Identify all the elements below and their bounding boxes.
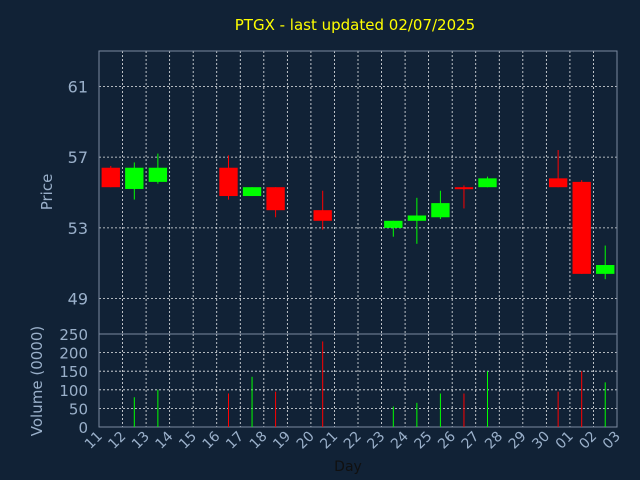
candlestick-series <box>101 150 615 280</box>
candle-body <box>242 187 262 197</box>
x-tick-label: 02 <box>576 429 600 453</box>
x-tick-label: 15 <box>176 429 200 453</box>
x-tick-label: 23 <box>364 429 388 453</box>
x-tick-label: 24 <box>388 428 412 452</box>
volume-tick-label: 50 <box>69 400 88 418</box>
volume-series <box>133 341 606 427</box>
candle-body <box>572 181 591 274</box>
volume-tick-label: 250 <box>59 326 88 344</box>
x-tick-label: 16 <box>200 428 224 452</box>
price-tick-label: 53 <box>68 219 88 238</box>
x-tick-label: 20 <box>294 429 318 453</box>
candle-body <box>478 178 497 188</box>
x-tick-label: 30 <box>529 429 553 453</box>
x-tick-label: 29 <box>506 429 530 453</box>
x-tick-label: 25 <box>412 429 436 453</box>
volume-grid <box>98 334 618 427</box>
candle-body <box>313 210 332 221</box>
candle-body <box>101 167 120 188</box>
candle-body <box>431 203 450 218</box>
x-tick-label: 22 <box>341 429 365 453</box>
price-grid <box>98 51 618 334</box>
x-tick-label: 03 <box>600 429 624 453</box>
x-tick-labels: 11 12 13 14 15 16 17 18 19 20 21 22 23 24 25 26 27 28 29 30… <box>82 428 624 452</box>
candle-body <box>125 167 144 189</box>
price-axis-label: Price <box>38 174 56 211</box>
candle-body <box>548 178 568 188</box>
x-tick-label: 21 <box>317 429 341 453</box>
candle-body <box>219 167 238 197</box>
price-tick-label: 61 <box>68 77 88 96</box>
x-tick-label: 26 <box>435 428 459 452</box>
volume-tick-label: 150 <box>59 363 88 381</box>
x-tick-label: 28 <box>482 429 506 453</box>
chart-title: PTGX - last updated 02/07/2025 <box>235 16 475 34</box>
x-tick-label: 27 <box>459 429 483 453</box>
volume-axis-label: Volume (0000) <box>28 326 46 436</box>
x-tick-label: 13 <box>129 429 153 453</box>
candle-body <box>454 187 474 190</box>
x-tick-label: 14 <box>153 428 177 452</box>
candle-body <box>596 265 615 274</box>
x-axis-label: Day <box>334 459 362 475</box>
x-tick-label: 01 <box>553 429 577 453</box>
candle-body <box>407 215 427 221</box>
volume-tick-label: 100 <box>59 382 88 400</box>
price-tick-label: 49 <box>68 290 88 309</box>
x-tick-label: 18 <box>247 429 271 453</box>
candle-body <box>384 220 403 228</box>
volume-panel-frame <box>98 333 618 428</box>
price-tick-label: 57 <box>68 148 88 167</box>
volume-tick-label: 200 <box>59 345 88 363</box>
price-tick-labels: 49 53 57 61 <box>68 77 88 308</box>
x-tick-label: 19 <box>270 429 294 453</box>
candle-body <box>148 167 168 182</box>
x-tick-label: 17 <box>223 429 247 453</box>
volume-tick-label: 0 <box>78 419 88 437</box>
x-tick-label: 12 <box>105 429 129 453</box>
candle-body <box>266 187 285 211</box>
